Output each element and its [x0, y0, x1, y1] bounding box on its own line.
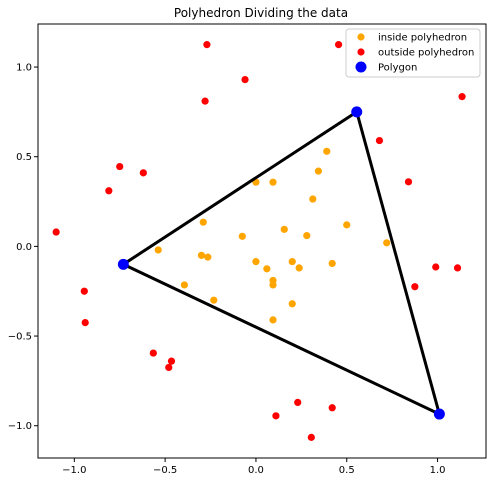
x-tick-label: 1.0 [430, 465, 446, 476]
inside-point [343, 221, 351, 229]
inside-point [295, 264, 303, 272]
outside-point [81, 318, 89, 327]
x-tick-label: 0.5 [339, 465, 355, 476]
inside-point [269, 178, 277, 186]
outside-point [201, 97, 209, 105]
inside-point [328, 259, 336, 268]
polygon-vertex [117, 258, 129, 270]
outside-point [404, 178, 413, 186]
outside-point [307, 433, 315, 441]
inside-point [252, 258, 260, 266]
inside-point [314, 167, 323, 175]
y-tick-label: 0.5 [16, 152, 32, 163]
polygon-vertex [433, 408, 445, 420]
inside-point [269, 316, 277, 324]
x-tick-label: −1.0 [62, 465, 86, 476]
outside-point [139, 169, 147, 177]
plot-area [52, 41, 466, 441]
inside-point [210, 296, 218, 304]
legend-label: inside polyhedron [378, 33, 467, 44]
y-tick-label: 1.0 [16, 63, 32, 74]
outside-point [432, 263, 440, 271]
legend-box [345, 28, 481, 78]
legend-label: outside polyhedron [378, 48, 474, 59]
outside-point [165, 363, 173, 372]
legend-marker [355, 61, 367, 73]
inside-point [288, 258, 296, 266]
polygon-vertex [351, 106, 363, 118]
outside-point [411, 283, 419, 291]
outside-point [52, 228, 60, 236]
y-tick-label: −1.0 [8, 421, 32, 432]
inside-point [199, 218, 207, 226]
inside-point [154, 246, 162, 254]
outside-point [80, 287, 88, 295]
outside-point [328, 404, 336, 412]
inside-point [180, 281, 188, 289]
inside-point [288, 300, 296, 308]
outside-point [272, 412, 280, 420]
inside-point [309, 195, 317, 203]
legend: inside polyhedron outside polyhedron Polyg… [345, 28, 481, 78]
outside-point [453, 264, 462, 272]
inside-point [323, 147, 331, 155]
outside-point [375, 136, 384, 145]
x-tick-label: −0.5 [153, 465, 177, 476]
inside-point [280, 225, 288, 233]
inside-point [204, 253, 212, 261]
inside-point [263, 265, 271, 273]
legend-marker [357, 33, 365, 41]
outside-point [241, 75, 249, 84]
outside-point [334, 41, 343, 49]
y-tick-label: 0.0 [16, 242, 32, 253]
chart-title: Polyhedron Dividing the data [174, 6, 348, 20]
inside-point [383, 239, 391, 247]
inside-point [197, 251, 206, 259]
x-tick-label: 0.0 [248, 465, 264, 476]
outside-point [149, 349, 157, 357]
plot-frame [37, 23, 487, 459]
inside-point [303, 232, 311, 240]
outside-point [294, 398, 302, 407]
outside-point [105, 187, 113, 195]
outside-point [167, 357, 176, 365]
outside-point [203, 41, 211, 49]
inside-point [238, 232, 246, 240]
polygon-edges [120, 109, 442, 417]
legend-marker [357, 48, 365, 56]
y-tick-label: −0.5 [8, 332, 32, 343]
outside-point [458, 93, 466, 101]
legend-label: Polygon [378, 63, 417, 74]
axes: −1.0 −0.5 0.0 0.5 1.0 −1.0 −0.5 0.0 0.5 1.0 [8, 63, 446, 476]
outside-point [116, 162, 124, 171]
inside-point [269, 281, 277, 289]
